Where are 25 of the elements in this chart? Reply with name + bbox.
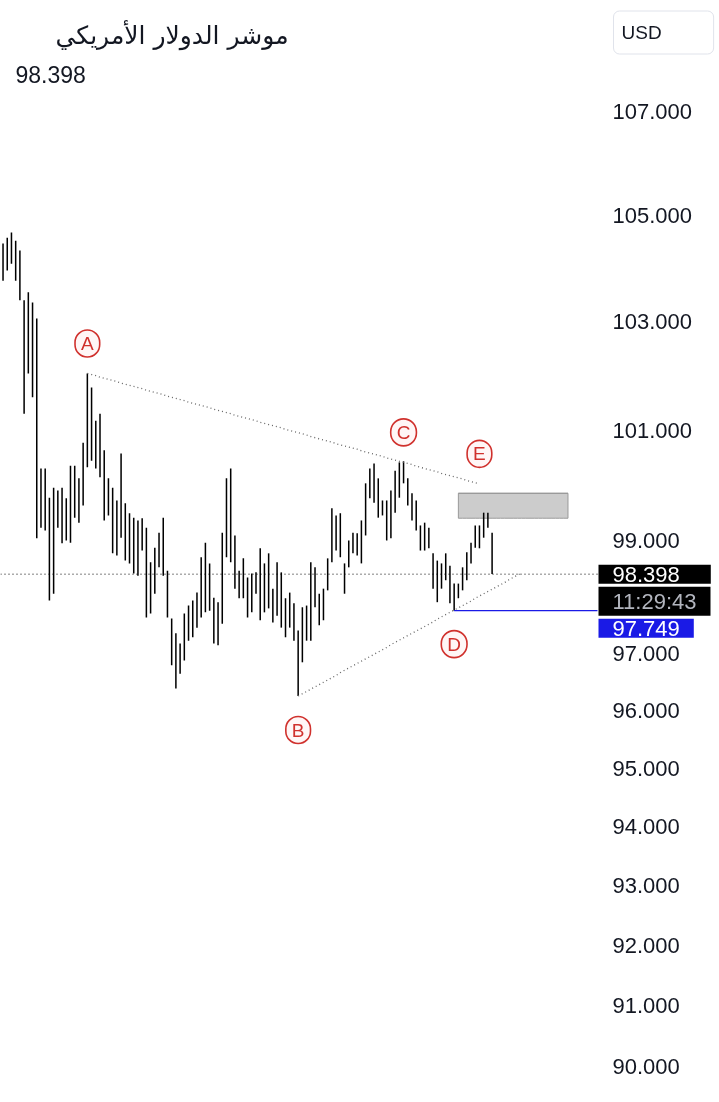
y-tick-label: 103.000 [612, 309, 693, 335]
y-tick-label: 107.000 [612, 98, 693, 124]
text: موشر الدولار الأمريكي [55, 19, 289, 51]
data-label: D [447, 633, 462, 655]
data-label: C [396, 421, 411, 443]
y-tick-label: 91.000 [612, 993, 680, 1019]
data-label: B [291, 719, 305, 741]
y-tick-label: 93.000 [612, 873, 680, 899]
y-tick-label: 105.000 [612, 203, 693, 229]
y-tick-label: 101.000 [612, 417, 693, 443]
y-tick-label: 92.000 [612, 932, 680, 958]
text: 98.398 [15, 62, 86, 88]
data-label: E [473, 443, 486, 465]
y-tick-label: 95.000 [612, 755, 680, 781]
y-tick-label: 96.000 [612, 697, 680, 723]
line-series [297, 572, 523, 697]
y-tick-label: 99.000 [612, 527, 680, 553]
y-tick-label: 94.000 [612, 814, 680, 840]
data-label: 97.749 [612, 615, 680, 641]
y-tick-label: 97.000 [612, 640, 680, 666]
text: 11:29:43 [612, 588, 697, 614]
text: USD [621, 22, 662, 43]
ref-line-label: 98.398 [612, 561, 680, 587]
y-tick-label: 90.000 [612, 1054, 680, 1080]
data-label: A [81, 332, 95, 354]
